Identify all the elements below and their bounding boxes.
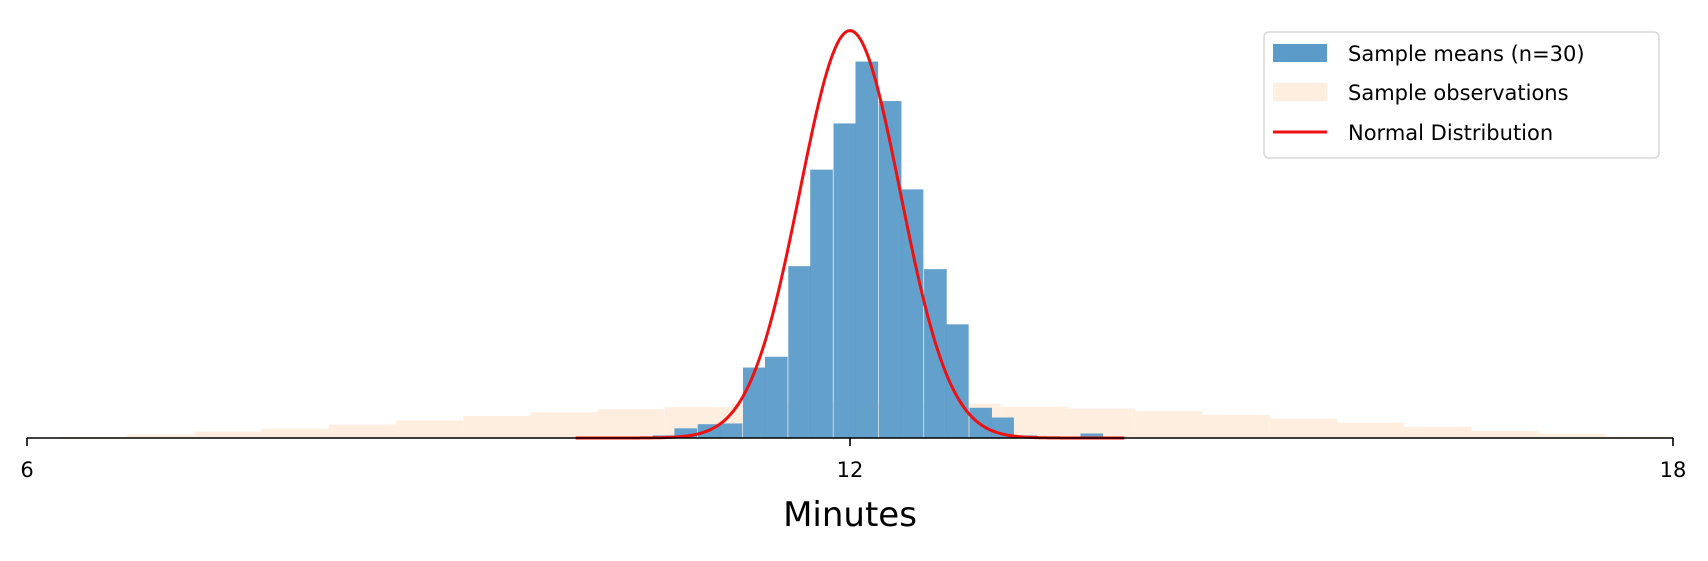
sample-means-n-30-bar: [719, 423, 743, 438]
sample-observations-bar: [194, 431, 262, 438]
sample-means-n-30-bar: [1080, 433, 1104, 438]
sample-observations-bar: [463, 416, 531, 438]
means-histogram: [652, 61, 1104, 439]
x-axis: 6 12 18: [20, 437, 1686, 482]
sample-means-n-30-bar: [810, 169, 833, 438]
sample-observations-bar: [1269, 418, 1337, 438]
legend-label-sample-observations: Sample observations: [1348, 81, 1569, 105]
sample-observations-bar: [1336, 422, 1405, 438]
x-tick-label: 18: [1660, 458, 1687, 482]
sample-means-n-30-bar: [946, 324, 969, 438]
sample-means-n-30-bar: [788, 266, 811, 438]
sample-observations-bar: [1202, 414, 1270, 438]
legend-label-normal-distribution: Normal Distribution: [1348, 121, 1553, 145]
sample-observations-bar: [1404, 426, 1472, 438]
legend-label-sample-means: Sample means (n=30): [1348, 42, 1585, 66]
sample-means-n-30-bar: [674, 428, 698, 438]
sample-means-n-30-bar: [924, 269, 947, 438]
sample-observations-bar: [530, 412, 598, 438]
legend-frame: [1263, 31, 1660, 159]
sample-observations-bar: [328, 424, 396, 438]
sample-observations-bar: [597, 409, 665, 438]
sample-observations-bar: [1538, 433, 1606, 438]
legend-swatch-sample-observations: [1273, 83, 1327, 101]
sample-observations-bar: [127, 434, 195, 438]
sample-means-n-30-bar: [743, 367, 766, 438]
legend-swatch-sample-means: [1273, 44, 1327, 62]
x-axis-ticks: 6 12 18: [20, 438, 1686, 482]
x-tick-label: 12: [837, 458, 864, 482]
sample-observations-bar: [1135, 411, 1203, 438]
x-tick-label: 6: [20, 458, 33, 482]
sample-means-n-30-bar: [855, 61, 879, 439]
legend: Sample means (n=30) Sample observations …: [1263, 31, 1660, 159]
sample-observations-bar: [1471, 430, 1539, 438]
sample-means-n-30-bar: [878, 101, 902, 439]
sample-means-n-30-bar: [764, 356, 788, 438]
sample-means-n-30-bar: [833, 123, 857, 439]
sample-observations-bar: [1068, 408, 1136, 438]
sample-observations-bar: [395, 420, 464, 438]
sample-observations-bar: [261, 428, 329, 438]
sample-means-n-30-bar: [900, 189, 924, 438]
x-axis-title: Minutes: [783, 495, 917, 535]
